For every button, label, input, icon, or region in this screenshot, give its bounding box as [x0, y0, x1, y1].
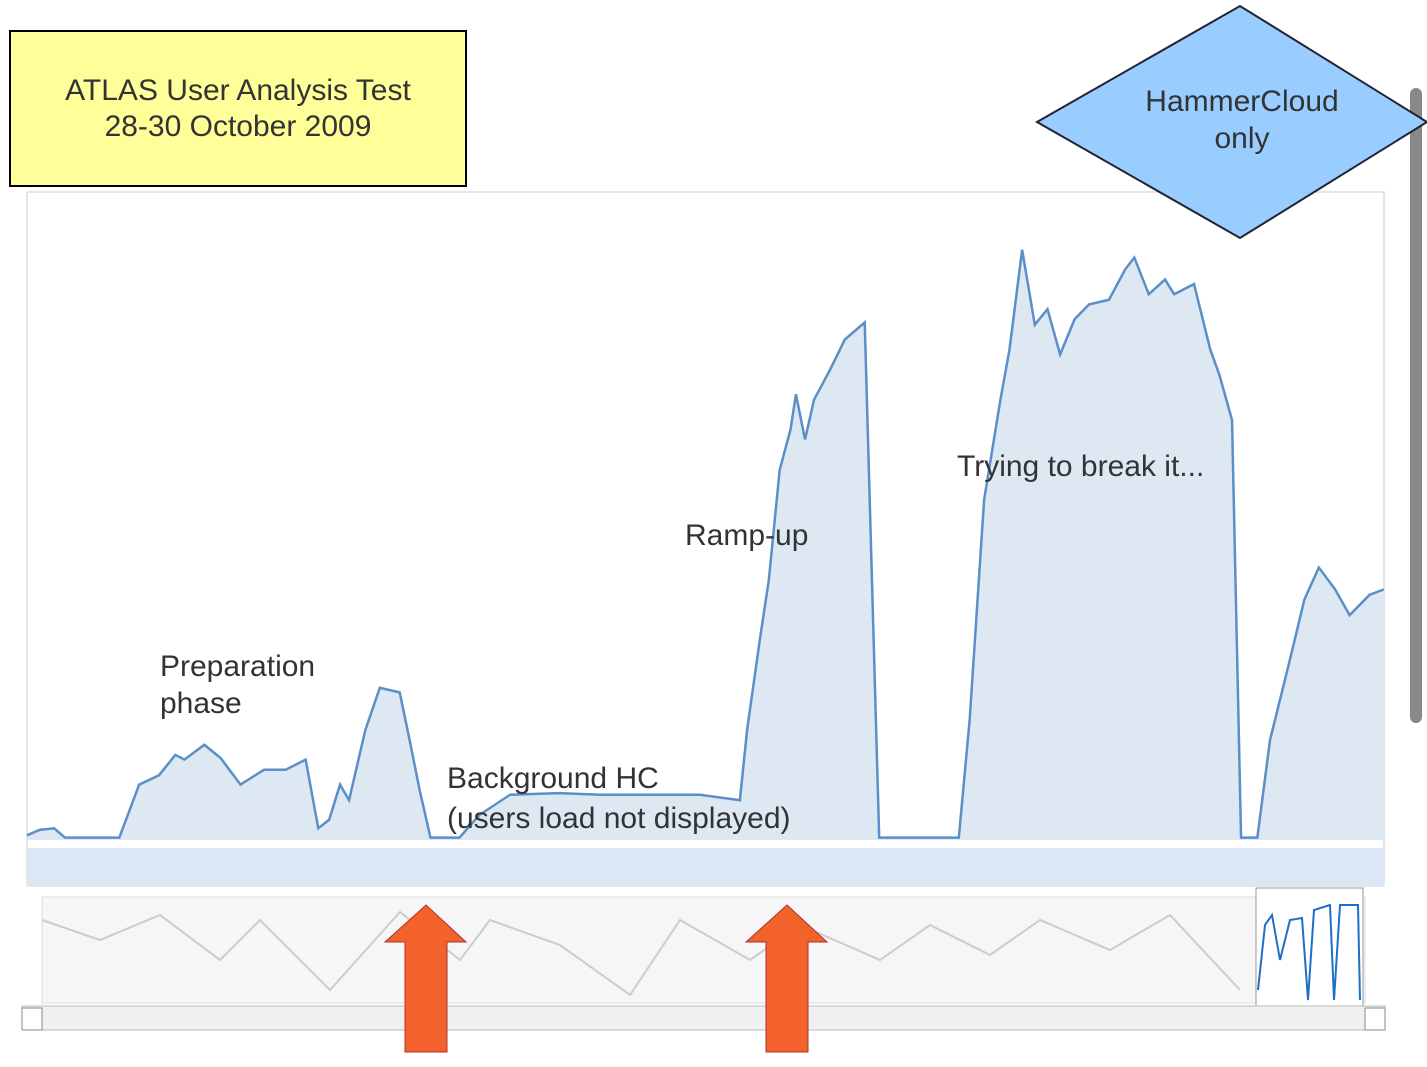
arrow: [744, 904, 829, 1053]
x-axis-band: [27, 848, 1384, 886]
page-scrollbar[interactable]: [1410, 88, 1422, 723]
annotation: (users load not displayed): [447, 802, 791, 835]
navigator-detail: [1257, 903, 1361, 1001]
annotation: Trying to break it...: [957, 450, 1204, 483]
note-diamond: [1034, 4, 1427, 240]
navigator: [41, 896, 1366, 1004]
line: [26, 249, 1385, 839]
scroll-right[interactable]: [1364, 1007, 1386, 1031]
navigator-line: [41, 910, 1241, 997]
note: only: [1214, 122, 1269, 155]
scroll-left[interactable]: [21, 1007, 43, 1031]
title: ATLAS User Analysis Test: [65, 74, 411, 107]
note: HammerCloud: [1145, 85, 1338, 118]
arrow: [383, 904, 468, 1053]
annotation: Background HC: [447, 762, 659, 795]
scrollbar[interactable]: [21, 1005, 1386, 1031]
annotation: Ramp-up: [685, 519, 808, 552]
annotation: phase: [160, 687, 242, 720]
title-box: [9, 30, 467, 187]
subtitle: 28-30 October 2009: [105, 110, 372, 143]
area: [27, 249, 1384, 840]
annotation: Preparation: [160, 650, 315, 683]
